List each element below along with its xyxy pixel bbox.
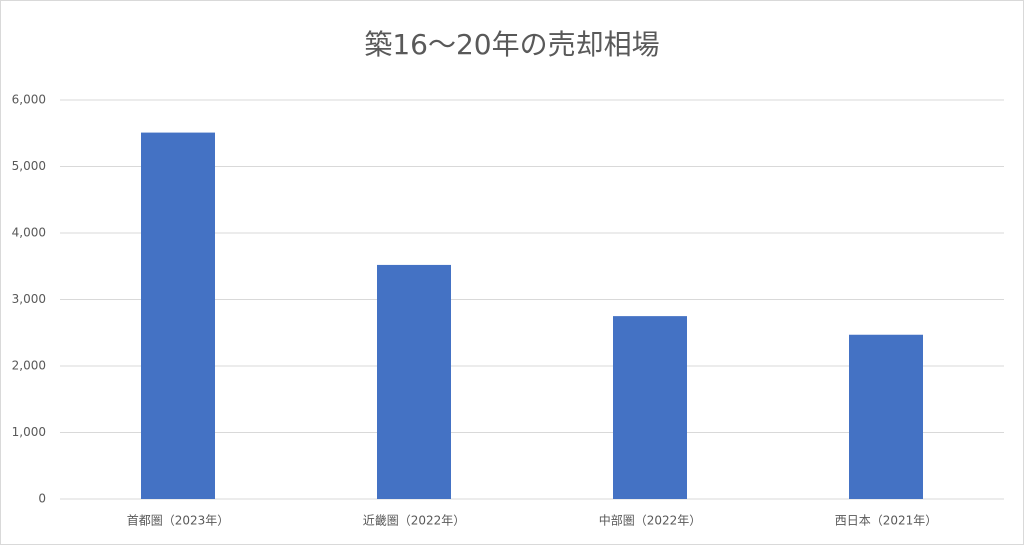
y-tick-label: 5,000 [12,159,46,173]
y-tick-label: 2,000 [12,359,46,373]
y-tick-label: 1,000 [12,425,46,439]
x-tick-label: 首都圏（2023年） [127,514,230,528]
x-tick-label: 中部圏（2022年） [599,513,702,528]
chart-title: 築16〜20年の売却相場 [364,28,659,61]
bar [377,264,451,499]
y-tick-label: 0 [38,492,46,506]
x-tick-label: 近畿圏（2022年） [363,514,466,528]
bar [613,316,687,499]
bar [141,132,215,499]
x-tick-label: 西日本（2021年） [835,514,938,528]
y-tick-label: 3,000 [12,292,46,306]
y-tick-label: 6,000 [12,93,46,107]
bar [849,334,923,499]
y-tick-label: 4,000 [12,226,46,240]
